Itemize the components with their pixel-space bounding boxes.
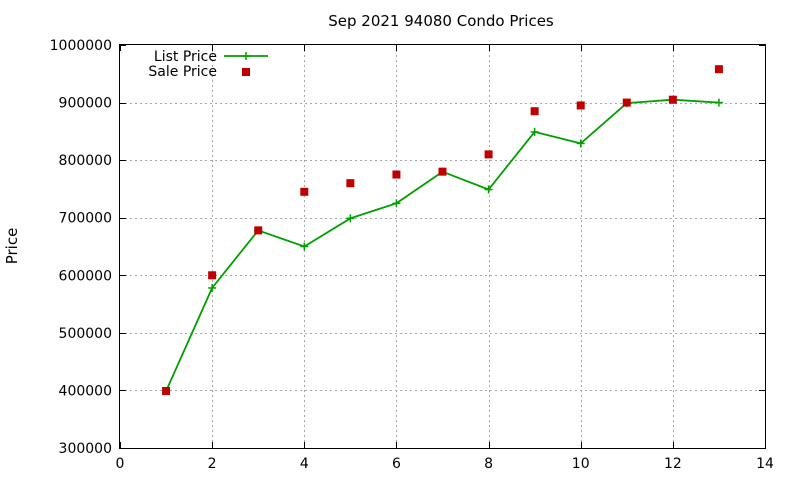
point-sale-price bbox=[622, 98, 631, 107]
point-list-price bbox=[300, 242, 309, 251]
point-list-price bbox=[530, 127, 539, 136]
legend-marker-list-price bbox=[242, 52, 250, 60]
x-tick-label: 6 bbox=[392, 456, 401, 472]
point-sale-price bbox=[346, 179, 355, 188]
y-tick-label: 300000 bbox=[59, 441, 112, 457]
x-tick-label: 14 bbox=[756, 456, 774, 472]
grid bbox=[120, 45, 765, 448]
point-sale-price bbox=[576, 101, 585, 110]
point-list-price bbox=[392, 199, 401, 208]
y-tick-label: 600000 bbox=[59, 268, 112, 284]
point-sale-price bbox=[300, 187, 309, 196]
series bbox=[162, 65, 723, 396]
axis-ticks: 0 2 4 6 8 10 12 14 300000 400000 500000 600000 70000… bbox=[50, 38, 774, 472]
y-axis-label: Price bbox=[3, 228, 21, 265]
legend: List Price Sale Price bbox=[148, 49, 268, 80]
series-line-list-price bbox=[165, 98, 719, 392]
point-list-price bbox=[576, 139, 585, 148]
legend-label-sale-price: Sale Price bbox=[148, 64, 217, 80]
y-tick-label: 400000 bbox=[59, 383, 112, 399]
point-list-price bbox=[484, 185, 493, 194]
x-tick-label: 2 bbox=[208, 456, 217, 472]
point-sale-price bbox=[714, 65, 723, 74]
chart-title: Sep 2021 94080 Condo Prices bbox=[328, 12, 554, 30]
point-sale-price bbox=[254, 226, 263, 235]
y-tick-label: 700000 bbox=[59, 211, 112, 227]
legend-label-list-price: List Price bbox=[154, 49, 217, 65]
x-tick-label: 4 bbox=[300, 456, 309, 472]
y-tick-label: 800000 bbox=[59, 153, 112, 169]
point-sale-price bbox=[484, 150, 493, 159]
y-tick-label: 900000 bbox=[59, 96, 112, 112]
point-sale-price bbox=[392, 170, 401, 179]
point-sale-price bbox=[162, 387, 171, 396]
x-tick-label: 8 bbox=[484, 456, 493, 472]
y-tick-label: 500000 bbox=[59, 326, 112, 342]
x-tick-label: 12 bbox=[664, 456, 682, 472]
point-list-price bbox=[714, 98, 723, 107]
x-tick-label: 0 bbox=[116, 456, 125, 472]
x-tick-label: 10 bbox=[572, 456, 590, 472]
legend-marker-sale-price bbox=[242, 68, 250, 76]
y-tick-label: 1000000 bbox=[50, 38, 112, 54]
point-sale-price bbox=[208, 271, 217, 280]
point-list-price bbox=[208, 283, 217, 292]
point-list-price bbox=[346, 214, 355, 223]
point-sale-price bbox=[668, 95, 677, 104]
plot-frame bbox=[119, 44, 766, 449]
point-sale-price bbox=[530, 107, 539, 116]
point-sale-price bbox=[438, 167, 447, 176]
